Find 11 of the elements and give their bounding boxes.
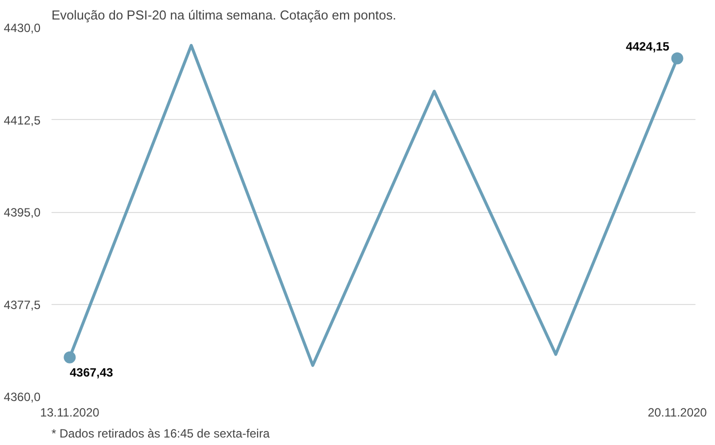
text: * Dados retirados às 16:45 de sexta-feira	[52, 426, 270, 440]
y-tick-label: 4377,5	[4, 298, 41, 312]
chart-title: Evolução do PSI-20 na última semana. Cotação em pontos.	[52, 8, 396, 22]
y-tick-label: 4412,5	[4, 113, 41, 128]
y-tick-label: 4395,0	[4, 206, 41, 220]
x-tick-label: 20.11.2020	[648, 406, 708, 420]
x-tick-label: 13.11.2020	[40, 406, 100, 420]
y-tick-label: 4430,0	[4, 21, 41, 35]
data-label: 4424,15	[626, 39, 670, 54]
y-tick-label: 4360,0	[4, 390, 41, 404]
data-label: 4367,43	[70, 365, 114, 380]
